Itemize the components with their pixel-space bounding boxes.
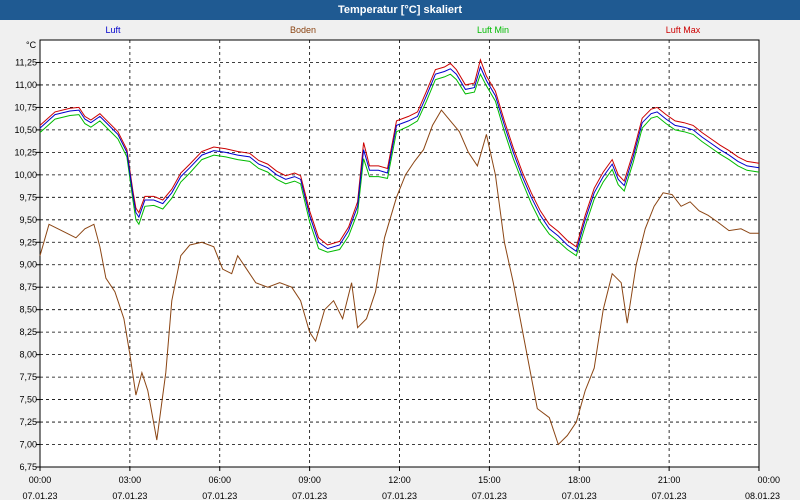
y-tick-label: 6,75 <box>19 462 37 472</box>
chart-title: Temperatur [°C] skaliert <box>0 0 800 20</box>
legend-entry: Boden <box>290 25 316 35</box>
x-tick-date: 07.01.23 <box>562 491 597 500</box>
y-tick-label: 10,50 <box>14 125 37 135</box>
legend-entry: Luft Max <box>666 25 701 35</box>
legend: Luft Boden Luft Min Luft Max <box>105 25 700 35</box>
x-tick-time: 00:00 <box>757 475 780 485</box>
x-tick-time: 21:00 <box>658 475 681 485</box>
x-tick-date: 07.01.23 <box>382 491 417 500</box>
y-axis-ticks: 6,75 7,00 7,25 7,50 7,75 8,00 8,25 8,50 8,75 9,00… <box>14 57 40 472</box>
y-tick-label: 8,25 <box>19 327 37 337</box>
y-tick-label: 10,00 <box>14 170 37 180</box>
legend-entry: Luft Min <box>477 25 509 35</box>
y-tick-label: 9,75 <box>19 192 37 202</box>
series-line-boden <box>39 109 759 446</box>
y-tick-label: 8,75 <box>19 282 37 292</box>
x-tick-date: 07.01.23 <box>292 491 327 500</box>
y-tick-label: 9,00 <box>19 260 37 270</box>
y-tick-label: 11,25 <box>15 57 37 67</box>
grid-lines <box>39 40 760 468</box>
y-tick-label: 9,25 <box>19 237 37 247</box>
x-tick-date: 07.01.23 <box>652 491 687 500</box>
y-tick-label: 7,00 <box>19 440 37 450</box>
y-tick-label: 10,25 <box>14 147 37 157</box>
x-axis-ticks: 00:00 07.01.23 03:00 07.01.23 06:00 07.01.23 0… <box>22 467 780 500</box>
y-tick-label: 7,25 <box>19 417 37 427</box>
legend-entry: Luft <box>105 25 121 35</box>
temperature-chart: Luft Boden Luft Min Luft Max °C 6,75 7,00 7,2… <box>14 25 780 500</box>
y-tick-label: 8,00 <box>19 350 37 360</box>
y-tick-label: 8,50 <box>19 305 37 315</box>
series-line-luft <box>39 65 760 253</box>
x-tick-date: 07.01.23 <box>472 491 507 500</box>
x-tick-date: 08.01.23 <box>745 491 780 500</box>
x-tick-time: 18:00 <box>568 475 591 485</box>
x-tick-time: 15:00 <box>478 475 501 485</box>
x-tick-time: 09:00 <box>298 475 321 485</box>
x-tick-time: 12:00 <box>388 475 411 485</box>
y-tick-label: 10,75 <box>14 102 37 112</box>
series-lines <box>39 58 760 446</box>
x-tick-date: 07.01.23 <box>112 491 147 500</box>
series-line-luft-max <box>39 58 760 248</box>
x-tick-time: 06:00 <box>208 475 231 485</box>
y-tick-label: 7,75 <box>19 372 37 382</box>
y-axis-label: °C <box>26 40 37 50</box>
x-tick-time: 00:00 <box>29 475 52 485</box>
x-tick-date: 07.01.23 <box>22 491 57 500</box>
x-tick-time: 03:00 <box>119 475 142 485</box>
y-tick-label: 11,00 <box>15 80 37 90</box>
series-line-luft-min <box>39 72 760 257</box>
x-tick-date: 07.01.23 <box>202 491 237 500</box>
y-tick-label: 7,50 <box>19 395 37 405</box>
y-tick-label: 9,50 <box>19 215 37 225</box>
